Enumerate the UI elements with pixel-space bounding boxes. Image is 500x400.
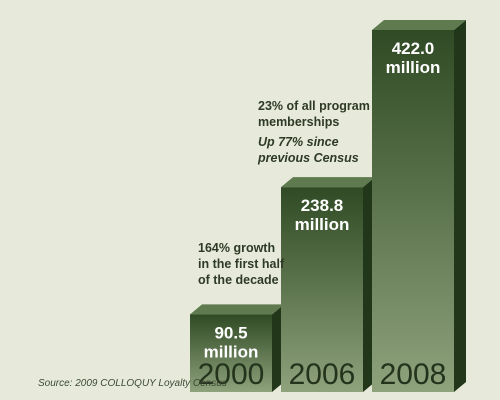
bar-top-2000 [190, 304, 284, 315]
bar-2006: 238.8 million 2006 [281, 177, 375, 392]
value-label-2006: 238.8 million [295, 196, 350, 234]
source-note: Source: 2009 COLLOQUY Loyalty Census [38, 378, 227, 389]
annotation-up-77: Up 77% since previous Census [258, 135, 359, 165]
value-label-2008: 422.0 million [386, 39, 441, 77]
category-label-2008: 2008 [380, 358, 447, 391]
bar-side-2008 [454, 20, 466, 392]
annotation-memberships: 23% of all program memberships [258, 99, 370, 129]
value-label-2000: 90.5 million [204, 323, 259, 361]
bar-top-2008 [372, 20, 466, 30]
bar-front-2000 [190, 314, 272, 392]
annotation-growth: 164% growth in the first half of the dec… [198, 241, 285, 287]
bar-front-2006 [281, 187, 363, 392]
bar-front-2008 [372, 30, 454, 392]
category-label-2006: 2006 [289, 358, 356, 391]
category-label-2000: 2000 [198, 358, 265, 391]
bar-2008: 422.0 million 2008 [372, 20, 466, 392]
bar-top-2006 [281, 177, 375, 188]
